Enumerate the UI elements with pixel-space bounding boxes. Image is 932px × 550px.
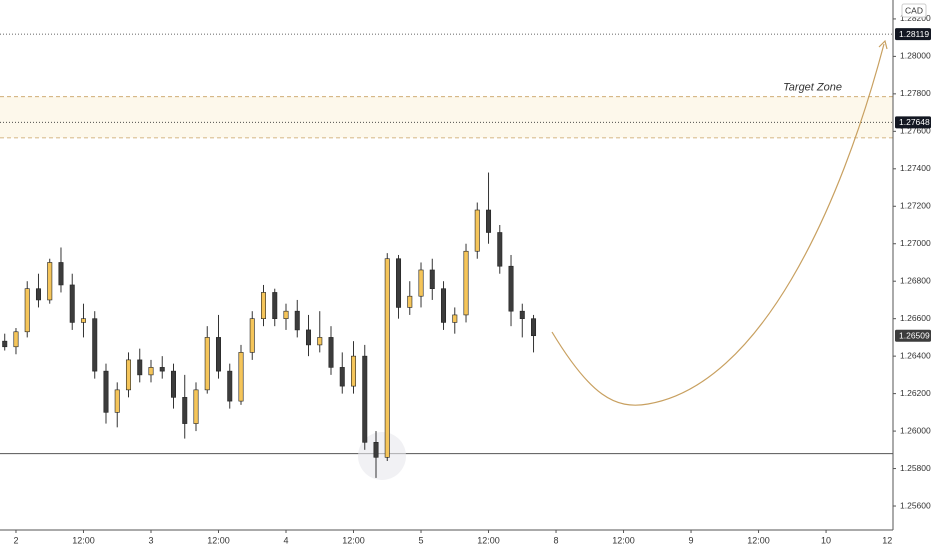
x-tick-label: 9: [689, 535, 694, 545]
x-tick-label: 12:00: [72, 535, 95, 545]
axis-label-box: [901, 3, 927, 18]
marks: [2, 172, 537, 478]
candle-body: [384, 258, 390, 458]
candle-body: [407, 295, 413, 308]
candle-body: [294, 310, 300, 331]
candle-body: [306, 329, 312, 346]
candle-body: [2, 340, 8, 348]
highlight-circle: [358, 432, 406, 480]
candle-body: [272, 292, 278, 319]
candle-body: [249, 318, 255, 353]
candle-body: [317, 337, 323, 346]
y-tick-label: 1.27400: [900, 163, 931, 173]
candle-body: [508, 265, 514, 312]
y-tick-label: 1.27800: [900, 88, 931, 98]
y-tick-label: 1.27200: [900, 201, 931, 211]
y-tick-label: 1.25800: [900, 463, 931, 473]
candle-body: [362, 355, 368, 443]
x-tick-label: 12:00: [612, 535, 635, 545]
candle-body: [373, 442, 379, 458]
candle-body: [418, 269, 424, 297]
y-axis-panel: [893, 0, 932, 550]
x-tick-label: 2: [13, 535, 18, 545]
y-tick-label: 1.26800: [900, 275, 931, 285]
price-label-box: [895, 329, 931, 342]
price-label: 1.28119: [899, 29, 929, 39]
x-tick-label: 12:00: [747, 535, 770, 545]
axis-label: CAD: [905, 5, 923, 15]
candle-body: [35, 288, 41, 301]
candle-body: [137, 359, 143, 376]
candle-body: [429, 269, 435, 289]
y-tick-label: 1.27600: [900, 126, 931, 136]
plot-area: Target Zone: [0, 33, 893, 455]
price-label: 1.27648: [899, 117, 930, 127]
candle-body: [215, 337, 221, 372]
y-tick-label: 1.25600: [900, 500, 931, 510]
x-tick-label: 10: [821, 535, 831, 545]
candle-body: [103, 370, 109, 413]
zone-label: Target Zone: [783, 82, 842, 94]
x-tick-label: 12:00: [207, 535, 230, 545]
candle-body: [328, 337, 334, 368]
arrow-head: [878, 39, 888, 50]
candle-body: [148, 367, 154, 376]
y-tick-label: 1.28200: [900, 13, 931, 23]
candle-body: [497, 232, 503, 267]
projection-arrow: [551, 43, 885, 406]
candle-body: [114, 389, 120, 413]
candle-body: [58, 262, 64, 286]
y-tick-label: 1.28000: [900, 51, 931, 61]
candle-body: [283, 310, 289, 319]
candle-body: [125, 359, 131, 391]
target-zone: [0, 96, 893, 138]
candle-body: [227, 370, 233, 402]
candle-body: [519, 310, 525, 319]
candle-body: [170, 370, 176, 398]
candle-body: [182, 397, 188, 424]
candle-body: [13, 331, 19, 348]
candle-body: [92, 318, 98, 372]
x-tick-label: 12:00: [342, 535, 365, 545]
candle-body: [441, 288, 447, 323]
y-tick-label: 1.26600: [900, 313, 931, 323]
y-tick-label: 1.27000: [900, 238, 931, 248]
candle-body: [204, 337, 210, 391]
y-tick-label: 1.26400: [900, 350, 931, 360]
candle-body: [69, 284, 75, 323]
candle-body: [396, 258, 402, 308]
x-tick-label: 12:00: [477, 535, 500, 545]
candle-body: [159, 367, 165, 372]
x-axis-panel: [0, 530, 932, 550]
candle-body: [24, 288, 30, 333]
candle-body: [238, 352, 244, 402]
x-tick-label: 4: [283, 535, 288, 545]
candle-body: [339, 367, 345, 387]
candle-body: [351, 355, 357, 387]
price-label-box: [895, 116, 931, 129]
candle-body: [80, 318, 86, 323]
x-tick-label: 5: [419, 535, 424, 545]
candle-body: [261, 292, 267, 319]
candle-body: [486, 209, 492, 233]
candle-body: [193, 389, 199, 424]
y-tick-label: 1.26000: [900, 425, 931, 435]
y-tick-label: 1.26200: [900, 388, 931, 398]
x-tick-label: 8: [554, 535, 559, 545]
candle-body: [463, 250, 469, 316]
price-label: 1.26509: [899, 330, 930, 340]
candle-body: [474, 209, 480, 252]
price-label-box: [895, 28, 931, 41]
candle-body: [47, 262, 53, 301]
x-tick-label: 3: [148, 535, 153, 545]
candle-body: [531, 318, 537, 337]
candle-body: [452, 314, 458, 323]
